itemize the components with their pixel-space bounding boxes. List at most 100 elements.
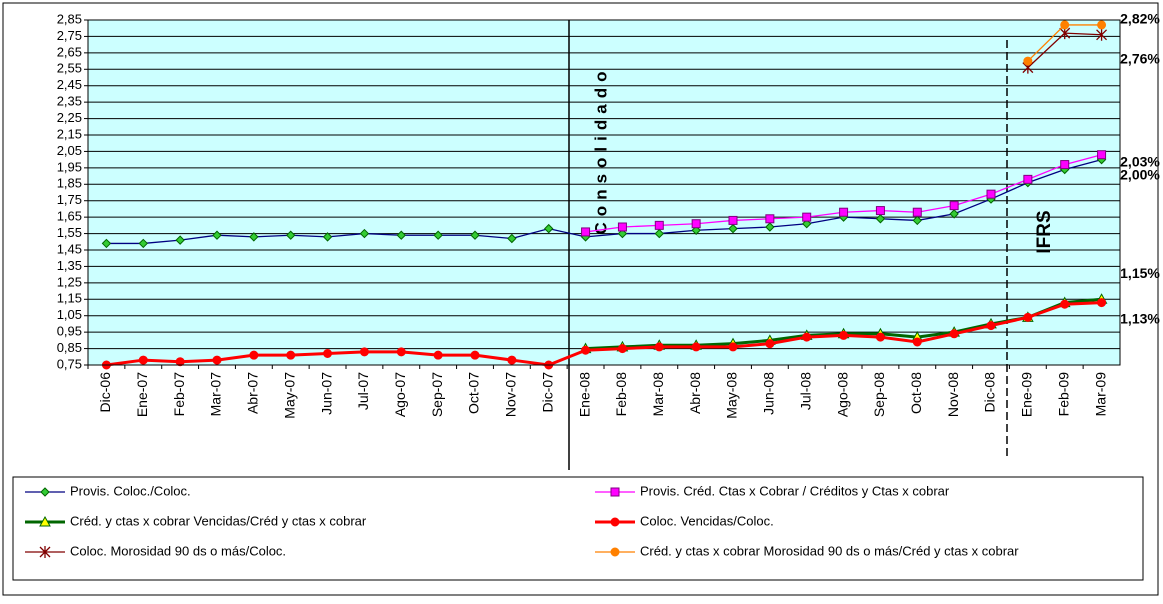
point <box>617 344 627 354</box>
point <box>581 227 591 237</box>
legend-label: Créd. y ctas x cobrar Vencidas/Créd y ct… <box>70 513 367 528</box>
x-tick-label: Feb-08 <box>613 372 629 417</box>
x-tick-label: Mar-09 <box>1092 372 1108 417</box>
point <box>949 201 959 211</box>
point <box>286 350 296 360</box>
point <box>1023 312 1033 322</box>
point <box>691 219 701 229</box>
point <box>433 350 443 360</box>
point <box>212 355 222 365</box>
x-tick-label: Ene-09 <box>1019 372 1035 417</box>
y-tick-label: 0,85 <box>57 340 82 355</box>
y-tick-label: 2,85 <box>57 11 82 26</box>
point <box>1060 20 1070 30</box>
point <box>949 209 959 219</box>
x-tick-label: Dic-08 <box>982 372 998 413</box>
point <box>359 347 369 357</box>
x-tick-label: Jul-08 <box>797 372 813 410</box>
point <box>839 207 849 217</box>
x-tick-label: Ene-07 <box>134 372 150 417</box>
point <box>949 329 959 339</box>
point <box>507 355 517 365</box>
plot-area <box>87 19 1121 366</box>
data-label: 2,03% <box>1120 153 1160 169</box>
x-tick-label: Abr-07 <box>245 372 261 414</box>
point <box>1096 28 1108 41</box>
legend-label: Coloc. Morosidad 90 ds o más/Coloc. <box>70 543 286 558</box>
legend-label: Coloc. Vencidas/Coloc. <box>640 513 774 528</box>
point <box>691 342 701 352</box>
point <box>875 332 885 342</box>
point <box>470 350 480 360</box>
point <box>433 230 443 240</box>
point <box>875 206 885 216</box>
legend-marker <box>39 546 51 558</box>
point <box>249 232 259 242</box>
point <box>765 339 775 349</box>
point <box>617 228 628 239</box>
point <box>322 232 333 242</box>
annotation: IFRS <box>1034 210 1055 253</box>
legend-marker <box>40 487 50 497</box>
series-line <box>106 159 1102 245</box>
point <box>654 342 664 352</box>
data-label: 1,13% <box>1120 310 1160 326</box>
y-tick-label: 2,75 <box>57 28 82 43</box>
y-tick-label: 2,15 <box>57 126 82 141</box>
point <box>212 230 222 240</box>
point <box>396 230 406 240</box>
y-tick-label: 1,75 <box>57 192 82 207</box>
legend-marker <box>610 487 620 497</box>
y-tick-label: 2,65 <box>57 44 82 59</box>
plot-frame <box>87 19 1121 366</box>
legend-label: Créd. y ctas x cobrar Morosidad 90 ds o … <box>640 543 1019 558</box>
point <box>802 332 812 342</box>
point <box>359 228 370 239</box>
point <box>1097 298 1107 308</box>
point <box>691 225 701 235</box>
point <box>175 357 185 367</box>
point <box>765 214 775 224</box>
x-tick-label: Nov-08 <box>945 372 961 417</box>
point <box>912 337 922 347</box>
x-tick-label: Dic-07 <box>539 372 555 413</box>
y-tick-label: 1,45 <box>57 241 82 256</box>
y-tick-label: 2,45 <box>57 77 82 92</box>
point <box>249 350 259 360</box>
legend-marker <box>610 547 620 557</box>
point <box>1097 20 1107 30</box>
x-tick-label: Oct-07 <box>466 372 482 414</box>
x-tick-label: Mar-07 <box>208 372 224 417</box>
x-tick-label: Abr-08 <box>687 372 703 414</box>
data-label: 2,00% <box>1120 166 1160 182</box>
x-tick-label: Dic-06 <box>97 372 113 413</box>
x-tick-label: Ago-08 <box>834 372 850 417</box>
point <box>654 228 664 239</box>
point <box>986 321 996 331</box>
x-tick-label: Jun-08 <box>761 372 777 415</box>
x-tick-label: May-07 <box>281 372 297 419</box>
legend-marker <box>610 517 620 527</box>
point <box>839 330 849 340</box>
data-label: 1,15% <box>1120 265 1160 281</box>
point <box>986 189 996 199</box>
x-tick-label: Ene-08 <box>576 372 592 417</box>
y-tick-label: 1,95 <box>57 159 82 174</box>
x-tick-label: May-08 <box>724 372 740 419</box>
y-tick-label: 1,85 <box>57 176 82 191</box>
x-tick-label: Sep-07 <box>429 372 445 417</box>
y-tick-label: 1,35 <box>57 258 82 273</box>
y-tick-label: 1,15 <box>57 291 82 306</box>
x-tick-label: Jun-07 <box>318 372 334 415</box>
y-tick-label: 2,55 <box>57 61 82 76</box>
y-tick-label: 2,25 <box>57 110 82 125</box>
point <box>507 233 517 244</box>
point <box>581 345 591 355</box>
point <box>728 342 738 352</box>
x-tick-label: Feb-09 <box>1055 372 1071 417</box>
point <box>470 230 480 240</box>
annotation: Consolidado <box>591 66 610 235</box>
y-tick-label: 1,25 <box>57 274 82 289</box>
legend <box>12 476 1144 581</box>
